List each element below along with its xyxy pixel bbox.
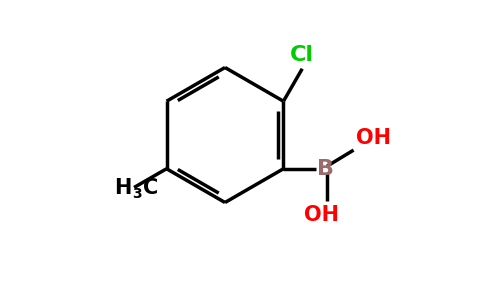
Text: C: C — [143, 178, 158, 197]
Text: OH: OH — [356, 128, 391, 148]
Text: B: B — [318, 159, 334, 179]
Text: 3: 3 — [132, 187, 142, 201]
Text: Cl: Cl — [290, 45, 314, 65]
Text: OH: OH — [304, 205, 339, 225]
Text: H: H — [114, 178, 132, 197]
